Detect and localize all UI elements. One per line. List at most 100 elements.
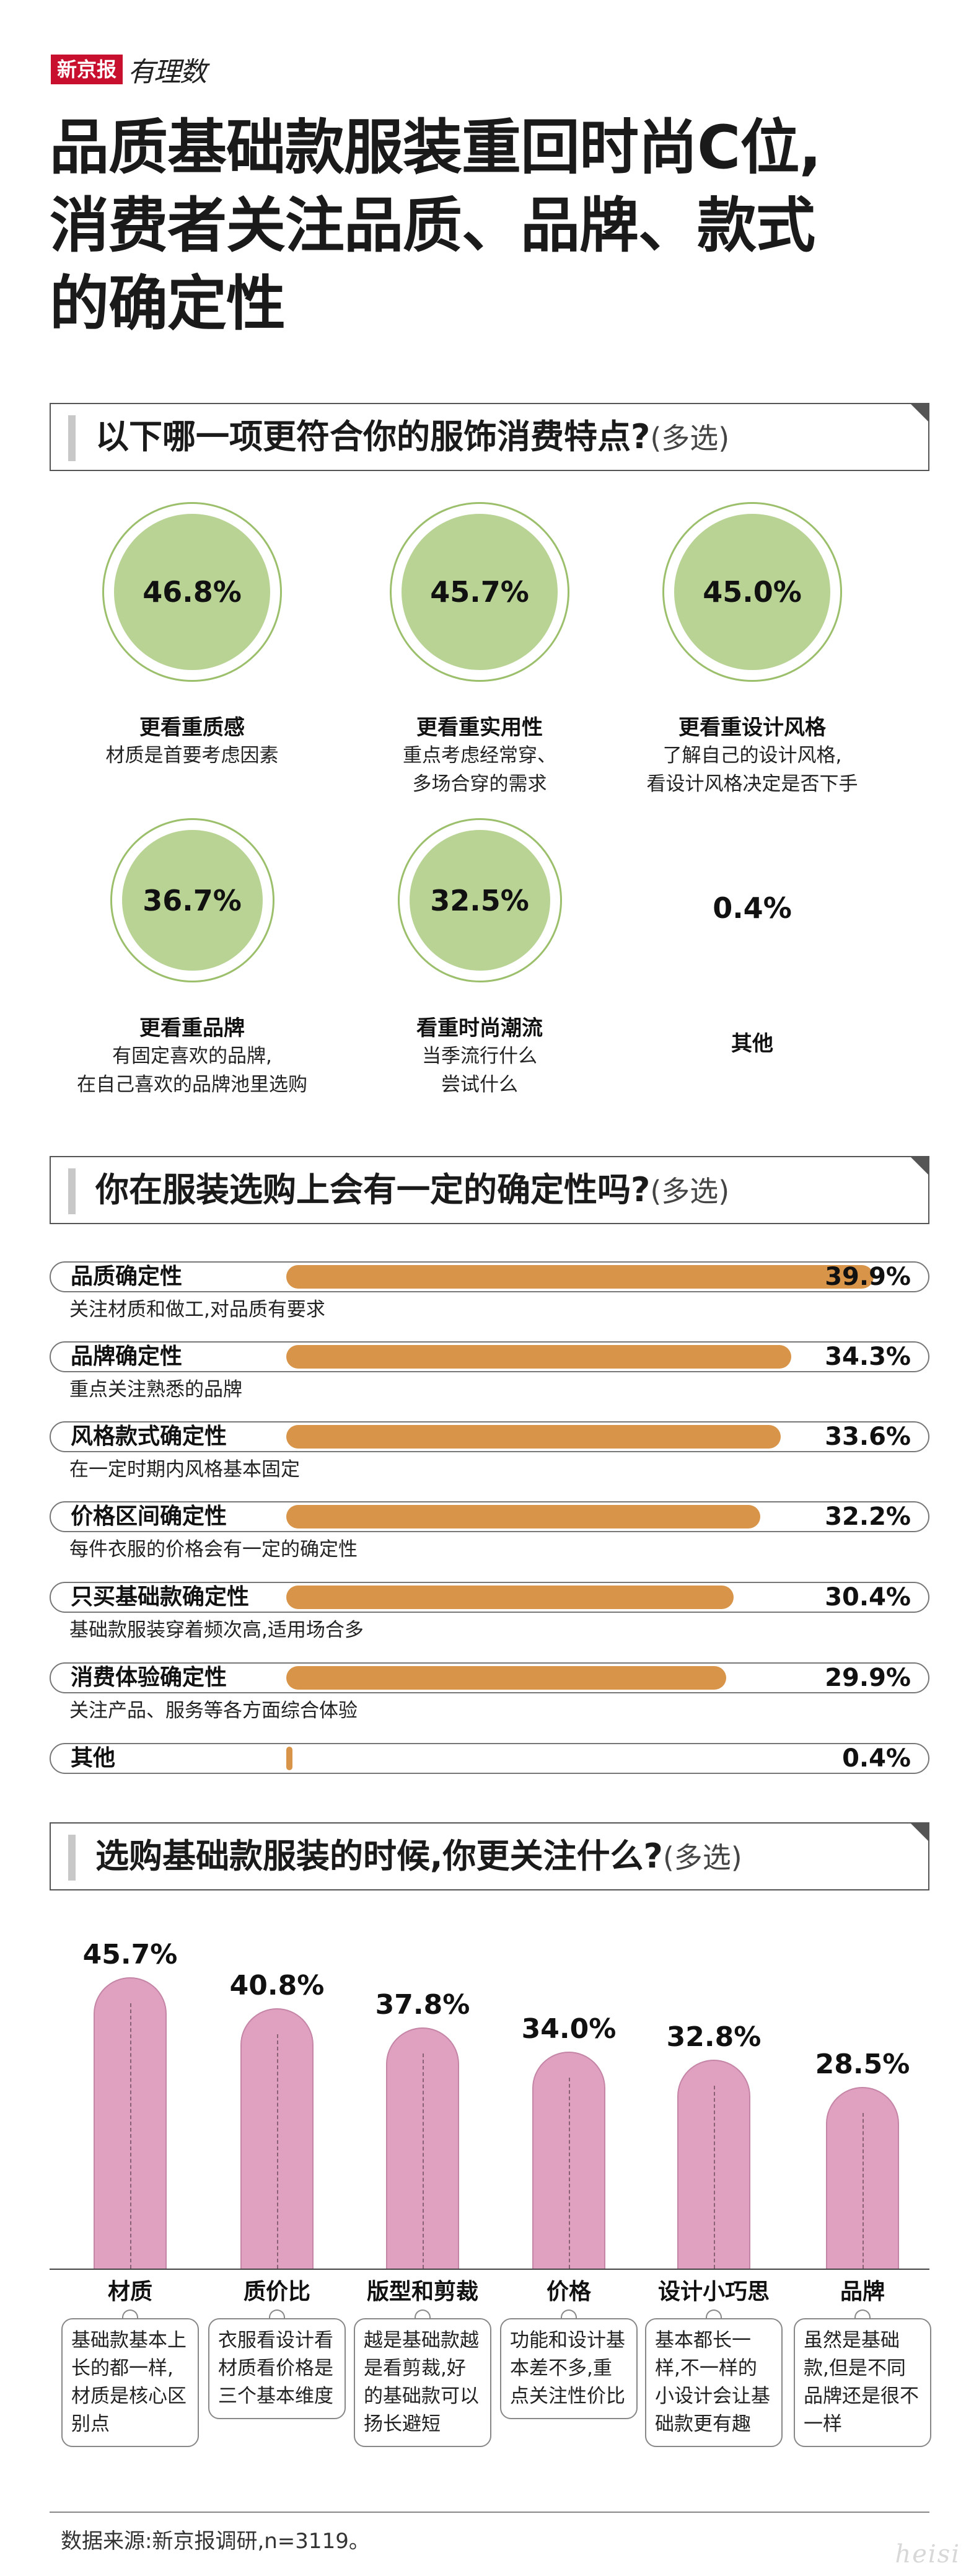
note-tab-icon	[415, 2309, 431, 2318]
bar-track: 风格款式确定性 33.6%	[50, 1421, 929, 1452]
column-note-text: 越是基础款越是看剪裁,好的基础款可以扬长避短	[364, 2329, 479, 2435]
option-desc: 尝试什么	[441, 1074, 518, 1096]
title-line: 的确定性	[50, 269, 286, 338]
option-desc: 当季流行什么	[422, 1045, 537, 1067]
column-dash	[863, 2112, 864, 2269]
option-value: 45.0%	[703, 575, 802, 609]
option-circle: 32.5%	[397, 818, 562, 982]
option-circle: 36.7%	[110, 818, 274, 982]
option-name: 更看重实用性	[416, 715, 543, 740]
bar-row: 品质确定性 39.9% 关注材质和做工,对品质有要求	[50, 1261, 929, 1322]
bar-desc: 在一定时期内风格基本固定	[69, 1458, 300, 1481]
bar-fill	[286, 1425, 781, 1449]
column-dash	[423, 2053, 424, 2269]
bar-row: 其他 0.4%	[50, 1743, 929, 1774]
bar-value: 33.6%	[825, 1423, 911, 1451]
bar-value: 34.3%	[825, 1343, 911, 1371]
column-label: 价格	[546, 2279, 591, 2305]
section2-header: 你在服装选购上会有一定的确定性吗?(多选)	[50, 1156, 929, 1224]
section2-title: 你在服装选购上会有一定的确定性吗?(多选)	[95, 1170, 730, 1209]
column-bar	[532, 2052, 605, 2269]
corner-triangle-icon	[910, 403, 929, 423]
option-value: 36.7%	[143, 883, 242, 917]
bar-label: 价格区间确定性	[71, 1504, 227, 1529]
bar-desc: 基础款服装穿着频次高,适用场合多	[69, 1619, 364, 1641]
column-note-text: 衣服看设计看材质看价格是三个基本维度	[218, 2329, 333, 2407]
bar-value: 29.9%	[825, 1664, 911, 1692]
bar-label: 品牌确定性	[71, 1344, 183, 1369]
column-value: 40.8%	[229, 1970, 325, 2002]
section3-title: 选购基础款服装的时候,你更关注什么?(多选)	[95, 1837, 742, 1876]
option-desc: 多场合穿的需求	[412, 773, 547, 795]
bar-desc: 每件衣服的价格会有一定的确定性	[69, 1538, 358, 1561]
option-value: 32.5%	[430, 883, 529, 917]
option-name: 更看重设计风格	[678, 715, 826, 740]
bar-track: 其他 0.4%	[50, 1743, 929, 1774]
note-tab-icon	[854, 2309, 871, 2318]
corner-triangle-icon	[910, 1822, 929, 1842]
bar-track: 价格区间确定性 32.2%	[50, 1501, 929, 1532]
column-value: 32.8%	[666, 2021, 762, 2053]
bar-label: 风格款式确定性	[71, 1424, 227, 1449]
column-label: 品牌	[840, 2279, 885, 2305]
option-cell: 32.5% 看重时尚潮流 当季流行什么 尝试什么	[343, 818, 616, 1099]
bar-track: 品质确定性 39.9%	[50, 1261, 929, 1292]
column-bar	[826, 2086, 899, 2269]
option-name: 更看重质感	[139, 715, 245, 740]
bar-track: 消费体验确定性 29.9%	[50, 1662, 929, 1693]
bar-value: 0.4%	[842, 1744, 911, 1773]
bar-track: 只买基础款确定性 30.4%	[50, 1582, 929, 1613]
note-tab-icon	[122, 2309, 138, 2318]
bar-label: 品质确定性	[71, 1264, 183, 1289]
bar-value: 39.9%	[825, 1263, 911, 1291]
bar-value: 32.2%	[825, 1502, 911, 1531]
option-circle: 45.7%	[390, 502, 569, 682]
option-circle: 45.0%	[662, 502, 842, 682]
column-note-text: 虽然是基础款,但是不同品牌还是很不一样	[804, 2329, 919, 2435]
option-cell: 46.8% 更看重质感 材质是首要考虑因素	[56, 502, 328, 770]
section1-title: 以下哪一项更符合你的服饰消费特点?(多选)	[95, 417, 730, 456]
brand-logo: 新京报 有理数	[51, 50, 207, 89]
option-name: 看重时尚潮流	[416, 1016, 543, 1041]
column-note: 衣服看设计看材质看价格是三个基本维度	[208, 2309, 346, 2419]
column-dash	[277, 2034, 278, 2269]
bar-value: 30.4%	[825, 1583, 911, 1612]
bar-fill	[286, 1505, 760, 1528]
bar-row: 价格区间确定性 32.2% 每件衣服的价格会有一定的确定性	[50, 1501, 929, 1562]
bar-fill	[286, 1265, 874, 1289]
column-dash	[569, 2078, 570, 2269]
bar-fill	[286, 1586, 734, 1609]
chart-baseline	[50, 2269, 929, 2270]
option-desc: 重点考虑经常穿、	[403, 744, 556, 767]
column-dash	[130, 2003, 131, 2269]
column-value: 28.5%	[815, 2048, 910, 2080]
brand-script: 有理数	[128, 56, 207, 88]
option-desc: 有固定喜欢的品牌,	[112, 1045, 272, 1067]
section3-header: 选购基础款服装的时候,你更关注什么?(多选)	[50, 1822, 929, 1890]
column-bar	[94, 1977, 167, 2269]
bar-row: 品牌确定性 34.3% 重点关注熟悉的品牌	[50, 1341, 929, 1402]
note-tab-icon	[269, 2309, 285, 2318]
bar-desc: 重点关注熟悉的品牌	[69, 1378, 242, 1401]
column-note: 基础款基本上长的都一样,材质是核心区别点	[61, 2309, 199, 2447]
title-line: 消费者关注品质、品牌、款式	[50, 191, 815, 260]
option-desc: 看设计风格决定是否下手	[646, 773, 858, 795]
column-label: 质价比	[243, 2279, 310, 2305]
option-circle: 46.8%	[102, 502, 282, 682]
bar-label: 消费体验确定性	[71, 1665, 227, 1690]
data-source: 数据来源:新京报调研,n=3119。	[61, 2529, 370, 2554]
option-cell: 45.0% 更看重设计风格 了解自己的设计风格, 看设计风格决定是否下手	[616, 502, 889, 798]
bar-label: 其他	[71, 1745, 116, 1771]
column-bar	[240, 2008, 314, 2269]
section3-chart: 45.7% 40.8% 37.8% 34.0% 32.8% 28.5%	[50, 1939, 929, 2269]
page-title: 品质基础款服装重回时尚C位, 消费者关注品质、品牌、款式 的确定性	[50, 108, 942, 343]
bar-desc: 关注材质和做工,对品质有要求	[69, 1299, 325, 1321]
option-cell: 45.7% 更看重实用性 重点考虑经常穿、 多场合穿的需求	[343, 502, 616, 798]
column-note: 越是基础款越是看剪裁,好的基础款可以扬长避短	[354, 2309, 491, 2447]
bar-track: 品牌确定性 34.3%	[50, 1341, 929, 1372]
option-desc: 了解自己的设计风格,	[662, 744, 842, 767]
column-label: 材质	[107, 2279, 152, 2305]
option-value: 45.7%	[430, 575, 529, 609]
column-note: 虽然是基础款,但是不同品牌还是很不一样	[794, 2309, 931, 2447]
column-note: 基本都长一样,不一样的小设计会让基础款更有趣	[645, 2309, 783, 2447]
